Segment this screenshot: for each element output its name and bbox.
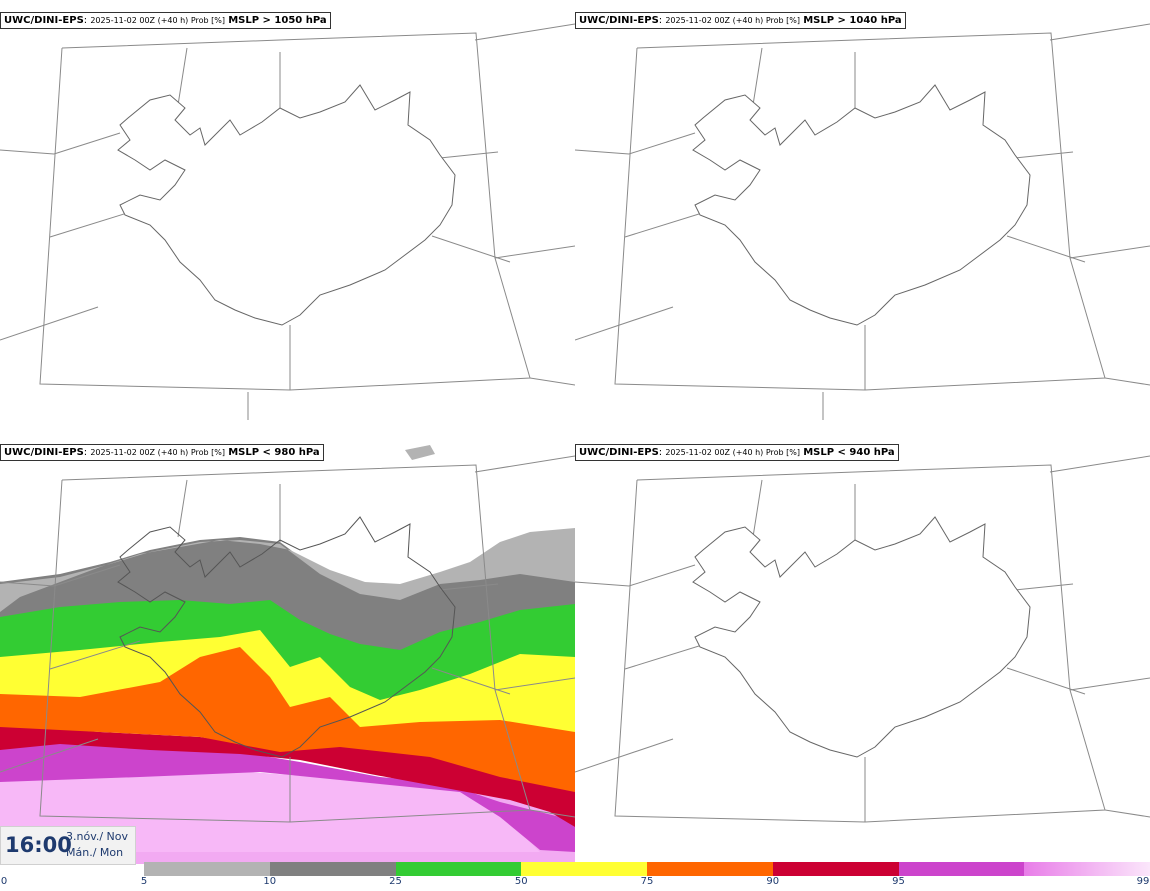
panel-title: UWC/DINI-EPS: 2025-11-02 00Z (+40 h) Pro… bbox=[0, 444, 324, 461]
colorbar-tick-label: 0 bbox=[0, 876, 8, 887]
colorbar-tick-label: 95 bbox=[892, 876, 905, 887]
colorbar-tick-label: 99 bbox=[1136, 876, 1150, 887]
colorbar-segment bbox=[144, 862, 270, 876]
probability-colorbar bbox=[144, 862, 1150, 876]
map-canvas bbox=[0, 445, 575, 864]
map-canvas bbox=[575, 455, 1150, 823]
colorbar-segment bbox=[521, 862, 647, 876]
panel-title: UWC/DINI-EPS: 2025-11-02 00Z (+40 h) Pro… bbox=[0, 12, 331, 29]
map-panel-mslp-gt-1050: UWC/DINI-EPS: 2025-11-02 00Z (+40 h) Pro… bbox=[0, 0, 575, 432]
colorbar-tick-label: 90 bbox=[766, 876, 780, 887]
map-canvas bbox=[0, 23, 575, 420]
colorbar-tick-label: 10 bbox=[263, 876, 277, 887]
valid-day: Mán./ Mon bbox=[66, 846, 124, 859]
colorbar-segment bbox=[1024, 862, 1150, 876]
map-panel-mslp-lt-980: UWC/DINI-EPS: 2025-11-02 00Z (+40 h) Pro… bbox=[0, 432, 575, 864]
panel-title: UWC/DINI-EPS: 2025-11-02 00Z (+40 h) Pro… bbox=[575, 444, 899, 461]
colorbar-segment bbox=[269, 862, 396, 876]
map-panel-mslp-lt-940: UWC/DINI-EPS: 2025-11-02 00Z (+40 h) Pro… bbox=[575, 432, 1150, 864]
colorbar-segment bbox=[898, 862, 1025, 876]
map-panel-mslp-gt-1040: UWC/DINI-EPS: 2025-11-02 00Z (+40 h) Pro… bbox=[575, 0, 1150, 432]
valid-hour: 16:00 bbox=[5, 833, 72, 857]
colorbar-tick-label: 75 bbox=[640, 876, 654, 887]
colorbar-segment bbox=[772, 862, 899, 876]
colorbar-segment bbox=[647, 862, 773, 876]
map-canvas bbox=[575, 23, 1150, 420]
valid-time-box: 16:00 3.nóv./ Nov Mán./ Mon bbox=[0, 826, 136, 865]
valid-date: 3.nóv./ Nov bbox=[66, 830, 129, 843]
colorbar-segment bbox=[395, 862, 522, 876]
panel-title: UWC/DINI-EPS: 2025-11-02 00Z (+40 h) Pro… bbox=[575, 12, 906, 29]
colorbar-tick-label: 25 bbox=[389, 876, 402, 887]
colorbar-tick-label: 50 bbox=[514, 876, 528, 887]
colorbar-tick-label: 5 bbox=[140, 876, 148, 887]
